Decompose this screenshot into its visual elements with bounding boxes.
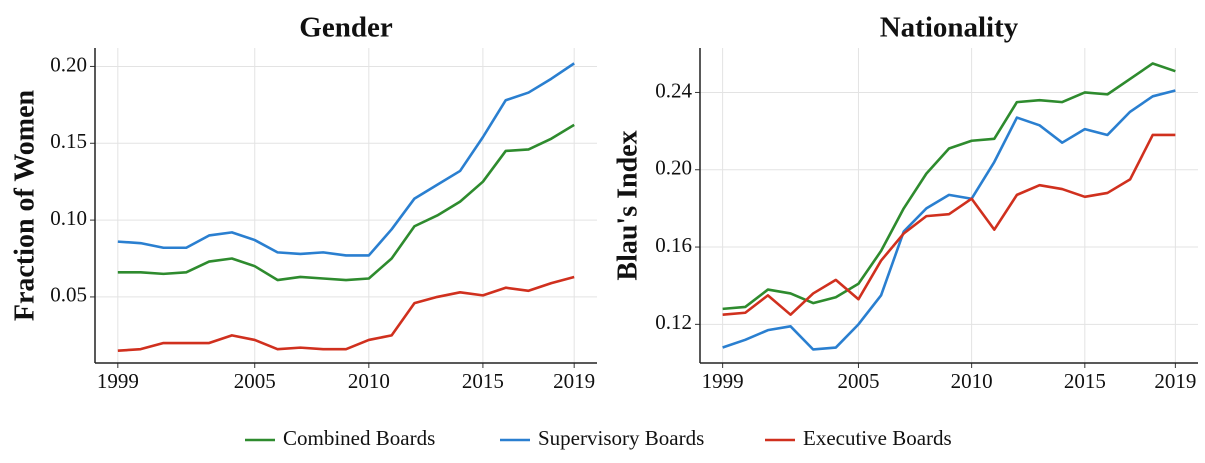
data-line bbox=[117, 275, 575, 353]
data-line bbox=[722, 133, 1176, 316]
x-tick-label: 2005 bbox=[837, 369, 879, 393]
x-tick-label: 2010 bbox=[348, 369, 390, 393]
y-tick-label: 0.05 bbox=[50, 283, 87, 307]
y-axis-title: Blau's Index bbox=[612, 130, 643, 280]
x-tick-label: 2010 bbox=[951, 369, 993, 393]
y-tick-label: 0.20 bbox=[655, 156, 692, 180]
legend-label: Supervisory Boards bbox=[538, 426, 704, 450]
y-tick-label: 0.24 bbox=[655, 78, 692, 102]
y-tick-label: 0.12 bbox=[655, 310, 692, 334]
x-tick-label: 2015 bbox=[462, 369, 504, 393]
legend-label: Executive Boards bbox=[803, 426, 952, 450]
data-line bbox=[117, 123, 575, 282]
y-tick-label: 0.16 bbox=[655, 233, 692, 257]
x-tick-label: 2005 bbox=[234, 369, 276, 393]
y-axis-title: Fraction of Women bbox=[9, 89, 40, 321]
legend-label: Combined Boards bbox=[283, 426, 435, 450]
x-tick-label: 1999 bbox=[97, 369, 139, 393]
data-line bbox=[722, 89, 1176, 351]
data-line bbox=[722, 62, 1176, 311]
x-tick-label: 1999 bbox=[702, 369, 744, 393]
y-tick-label: 0.15 bbox=[50, 129, 87, 153]
y-tick-label: 0.20 bbox=[50, 52, 87, 76]
data-line bbox=[117, 62, 575, 257]
y-tick-label: 0.10 bbox=[50, 206, 87, 230]
x-tick-label: 2019 bbox=[553, 369, 595, 393]
chart-title: Gender bbox=[299, 12, 393, 44]
x-tick-label: 2019 bbox=[1154, 369, 1196, 393]
chart-title: Nationality bbox=[880, 12, 1019, 44]
x-tick-label: 2015 bbox=[1064, 369, 1106, 393]
